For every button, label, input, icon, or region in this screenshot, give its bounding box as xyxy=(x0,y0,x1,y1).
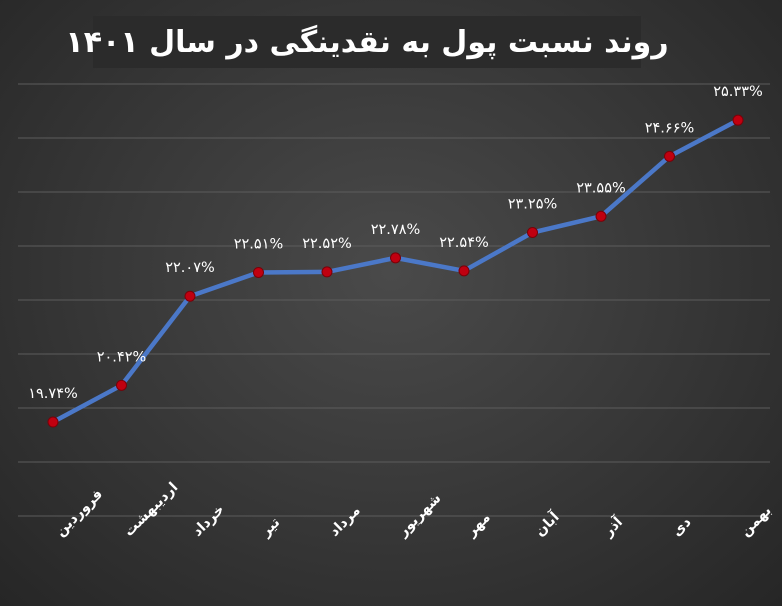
data-label: ۲۲.۵۱% xyxy=(234,236,284,252)
data-point xyxy=(458,265,470,277)
data-label: ۲۲.۰۷% xyxy=(165,260,215,276)
x-axis-labels: فروردین اردیبهشت خرداد تیر مرداد شهریور مهر آبا… xyxy=(53,479,775,540)
chart-title: روند نسبت پول به نقدینگی در سال ۱۴۰۱ xyxy=(65,24,669,60)
data-label: ۲۴.۶۶% xyxy=(645,120,695,136)
x-tick-label: مرداد xyxy=(327,503,364,540)
data-point xyxy=(184,290,196,302)
data-label: ۲۳.۵۵% xyxy=(576,180,626,196)
data-label: ۲۲.۷۸% xyxy=(371,222,421,238)
data-label: ۲۰.۴۲% xyxy=(97,349,147,365)
x-tick-label: شهریور xyxy=(394,490,444,540)
data-label: ۲۵.۳۳% xyxy=(713,84,763,100)
data-point xyxy=(732,114,744,126)
data-points xyxy=(47,114,744,428)
data-labels: ۱۹.۷۴% ۲۰.۴۲% ۲۲.۰۷% ۲۲.۵۱% ۲۲.۵۲% ۲۲.۷۸% ۲۲.۵… xyxy=(28,84,763,402)
data-label: ۱۹.۷۴% xyxy=(28,386,78,402)
x-tick-label: خرداد xyxy=(190,502,228,540)
data-point xyxy=(321,266,333,278)
data-point xyxy=(527,227,538,238)
chart-title-box: روند نسبت پول به نقدینگی در سال ۱۴۰۱ xyxy=(65,16,669,68)
data-point xyxy=(664,150,675,162)
series-line xyxy=(50,117,741,425)
data-label: ۲۲.۵۲% xyxy=(302,236,352,252)
data-point xyxy=(253,266,264,278)
data-point xyxy=(595,210,607,222)
data-point xyxy=(47,416,59,428)
data-label: ۲۲.۵۴% xyxy=(439,235,489,251)
x-tick-label: تیر xyxy=(257,515,283,541)
data-point xyxy=(116,379,127,391)
data-label: ۲۳.۲۵% xyxy=(508,197,558,213)
gridlines xyxy=(18,83,770,517)
x-tick-label: آبان xyxy=(531,507,564,540)
x-tick-label: بهمن xyxy=(738,503,775,540)
x-tick-label: دی xyxy=(669,514,694,539)
x-tick-label: مهر xyxy=(463,510,494,541)
data-point xyxy=(390,252,401,264)
x-tick-label: فروردین xyxy=(53,486,107,540)
x-tick-label: اردیبهشت xyxy=(121,479,181,539)
